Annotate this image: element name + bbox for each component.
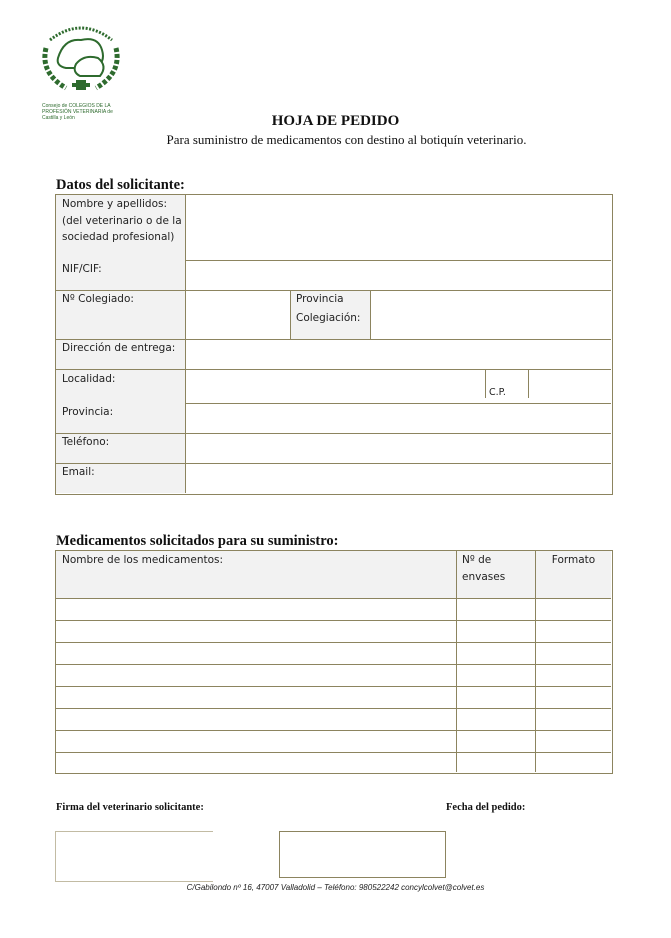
medicine-name-cell[interactable] [59,688,455,707]
logo-text: Consejo de COLEGIOS DE LA PROFESIÓN VETE… [42,103,113,121]
formato-cell[interactable] [539,754,610,773]
medicine-row [56,643,611,664]
medicine-row [56,599,611,620]
medicines-section-title: Medicamentos solicitados para su suminis… [56,533,339,549]
footer-address: C/Gabilondo nº 16, 47007 Valladolid – Te… [186,883,485,892]
label-provincia-colegiacion-2: Colegiación: [296,312,361,324]
direccion-field[interactable] [187,341,611,368]
envases-cell[interactable] [460,600,533,619]
envases-cell[interactable] [460,688,533,707]
envases-cell[interactable] [460,710,533,729]
medicine-name-cell[interactable] [59,644,455,663]
name-field[interactable] [187,195,611,259]
formato-cell[interactable] [539,666,610,685]
row-divider [56,752,611,753]
label-email: Email: [62,466,95,478]
envases-cell[interactable] [460,622,533,641]
label-provincia-colegiacion-1: Provincia [296,293,344,305]
council-logo: Consejo de COLEGIOS DE LA PROFESIÓN VETE… [36,18,126,121]
page-title: HOJA DE PEDIDO [271,113,400,129]
row-divider [56,686,611,687]
envases-cell[interactable] [460,644,533,663]
medicine-row [56,731,611,752]
date-box[interactable] [279,831,446,878]
medicine-name-cell[interactable] [59,732,455,751]
medicine-name-cell[interactable] [59,710,455,729]
column-header-formato: Formato [551,554,596,566]
formato-cell[interactable] [539,600,610,619]
row-divider [56,598,611,599]
applicant-section-title: Datos del solicitante: [56,177,185,193]
envases-cell[interactable] [460,754,533,773]
localidad-field[interactable] [187,371,484,402]
medicine-name-cell[interactable] [59,666,455,685]
medicine-name-cell[interactable] [59,600,455,619]
nif-field[interactable] [187,262,611,289]
medicine-name-cell[interactable] [59,622,455,641]
provincia-colegiacion-field[interactable] [372,292,611,338]
fecha-label: Fecha del pedido: [446,802,526,813]
provincia-field[interactable] [187,405,611,432]
label-colegiado: Nº Colegiado: [62,293,134,305]
formato-cell[interactable] [539,622,610,641]
medicines-table: Nombre de los medicamentos: Nº de envase… [55,550,613,774]
label-name-note-2: sociedad profesional) [62,231,175,243]
label-direccion: Dirección de entrega: [62,342,176,354]
label-localidad: Localidad: [62,373,116,385]
email-field[interactable] [187,465,611,492]
formato-cell[interactable] [539,710,610,729]
cp-field[interactable] [530,371,611,402]
medicine-row [56,753,611,774]
medicine-name-cell[interactable] [59,754,455,773]
formato-cell[interactable] [539,688,610,707]
row-divider [56,664,611,665]
envases-cell[interactable] [460,732,533,751]
label-name-note-1: (del veterinario o de la [62,215,182,227]
label-provincia: Provincia: [62,406,114,418]
column-header-envases: Nº de envases [462,554,506,583]
page-subtitle: Para suministro de medicamentos con dest… [166,132,527,147]
formato-cell[interactable] [539,732,610,751]
column-header-name: Nombre de los medicamentos: [62,554,224,566]
colegiado-field[interactable] [187,292,289,338]
medicine-row [56,687,611,708]
telefono-field[interactable] [187,435,611,462]
row-divider [56,730,611,731]
label-nif: NIF/CIF: [62,263,102,275]
formato-cell[interactable] [539,644,610,663]
label-name: Nombre y apellidos: [62,198,168,210]
label-telefono: Teléfono: [62,436,110,448]
signature-box[interactable] [55,831,213,882]
row-divider [56,708,611,709]
firma-label: Firma del veterinario solicitante: [56,802,204,813]
medicine-row [56,621,611,642]
row-divider [56,642,611,643]
medicine-row [56,665,611,686]
applicant-table: Nombre y apellidos: (del veterinario o d… [55,194,613,495]
medicine-row [56,709,611,730]
row-divider [56,620,611,621]
envases-cell[interactable] [460,666,533,685]
label-cp: C.P. [489,387,506,398]
